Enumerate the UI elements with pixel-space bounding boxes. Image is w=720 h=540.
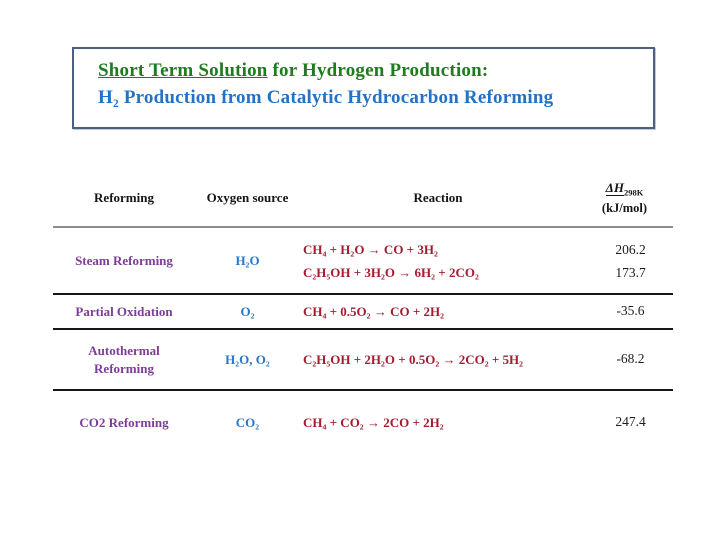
table-row: Partial Oxidation O₂ CH₄ + 0.5O₂ → CO + …: [53, 295, 673, 330]
enthalpy-value: 206.2: [615, 241, 646, 257]
title-box: Short Term Solution for Hydrogen Product…: [72, 47, 655, 129]
cell-enthalpy: -68.2: [616, 351, 645, 367]
reaction-line: C₂H₅OH + 3H₂O → 6H₂ + 2CO₂: [303, 264, 479, 280]
cell-reaction: CH₄ + CO₂ → 2CO + 2H₂: [303, 414, 444, 430]
cell-reaction: C₂H₅OH + 2H₂O + 0.5O₂ → 2CO₂ + 5H₂: [303, 351, 524, 367]
title-rest-text: for Hydrogen Production:: [267, 60, 489, 81]
table-header-row: Reforming Oxygen source Reaction ΔH298K …: [53, 170, 673, 228]
reforming-table: Reforming Oxygen source Reaction ΔH298K …: [53, 170, 673, 454]
cell-reaction: CH₄ + 0.5O₂ → CO + 2H₂: [303, 303, 444, 319]
cell-enthalpy: 247.4: [615, 414, 646, 430]
cell-reaction: CH₄ + H₂O → CO + 3H₂ C₂H₅OH + 3H₂O → 6H₂…: [300, 238, 576, 284]
table-row: CO2 Reforming CO₂ CH₄ + CO₂ → 2CO + 2H₂ …: [53, 391, 673, 454]
cell-reforming-label: CO2 Reforming: [79, 414, 169, 430]
cell-oxygen-source: CO₂: [235, 414, 260, 430]
cell-oxygen-source: O₂: [240, 303, 255, 319]
table-row: Autothermal Reforming H₂O, O₂ C₂H₅OH + 2…: [53, 330, 673, 391]
cell-oxygen-source: H₂O: [235, 252, 260, 268]
title-underlined-text: Short Term Solution: [98, 60, 268, 81]
cell-enthalpy: -35.6: [616, 303, 645, 319]
header-reaction: Reaction: [413, 190, 463, 206]
delta-h-term: ΔH298K: [576, 178, 673, 199]
reaction-line: CH₄ + H₂O → CO + 3H₂: [303, 241, 438, 257]
cell-reforming-label: Steam Reforming: [75, 252, 173, 268]
cell-enthalpy: 206.2 173.7: [576, 238, 673, 284]
delta-h-subscript: 298K: [623, 187, 644, 198]
title-line-2: H₂ Production from Catalytic Hydrocarbon…: [98, 87, 554, 108]
header-enthalpy: ΔH298K (kJ/mol): [576, 178, 673, 218]
header-reforming: Reforming: [94, 190, 154, 206]
enthalpy-value: 173.7: [615, 264, 646, 280]
cell-oxygen-source: H₂O, O₂: [225, 351, 270, 367]
table-row: Steam Reforming H₂O CH₄ + H₂O → CO + 3H₂…: [53, 228, 673, 295]
cell-reforming-label: Autothermal Reforming: [88, 342, 160, 376]
delta-h-symbol: ΔH: [605, 179, 624, 196]
header-oxygen-source: Oxygen source: [206, 190, 289, 206]
delta-h-units: (kJ/mol): [601, 201, 648, 216]
cell-reforming-label: Partial Oxidation: [75, 303, 173, 319]
title-line-1: Short Term Solution for Hydrogen Product…: [98, 60, 653, 82]
